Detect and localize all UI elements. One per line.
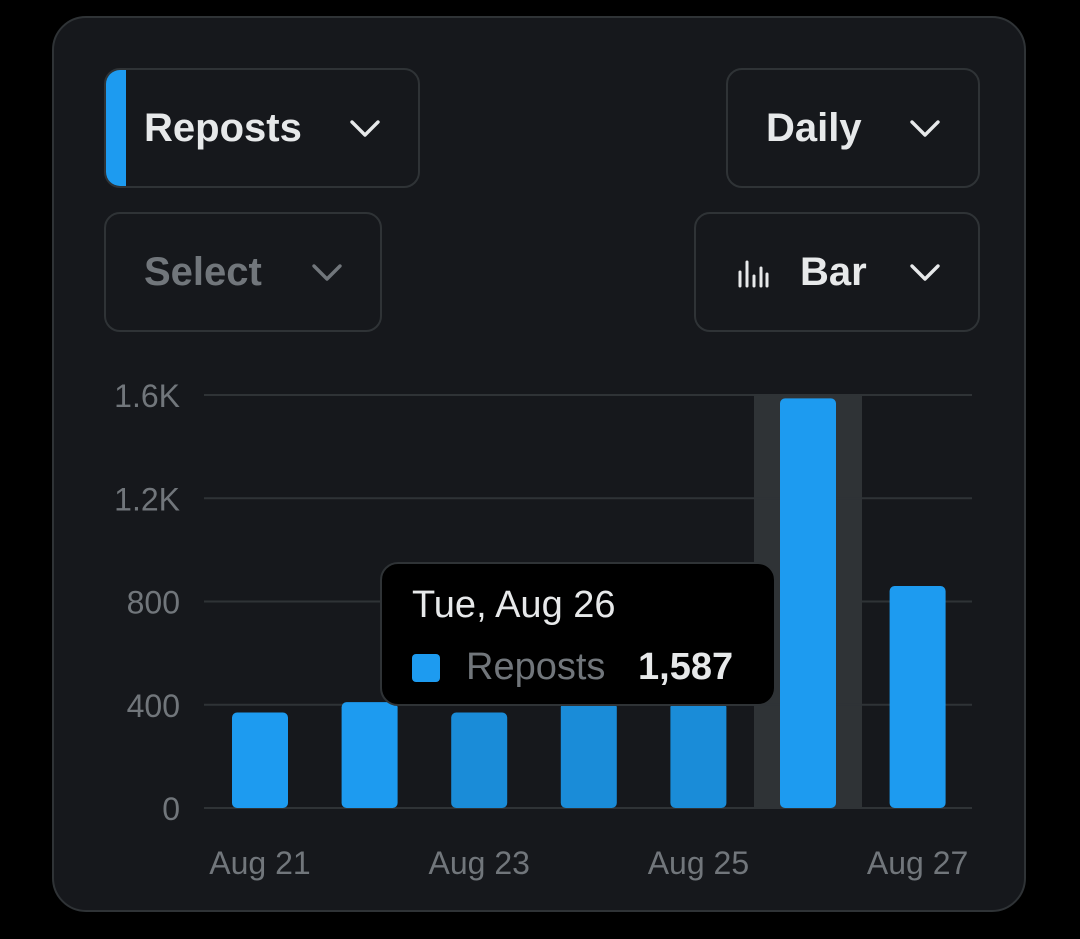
chevron-down-icon — [310, 255, 344, 289]
period-dropdown-label: Daily — [766, 105, 862, 150]
chart-type-dropdown-label: Bar — [800, 249, 867, 294]
y-tick-label: 800 — [127, 585, 180, 621]
chevron-down-icon — [348, 111, 382, 145]
tooltip-series-swatch — [412, 654, 440, 682]
bar — [560, 702, 617, 808]
reposts-chart-card: Reposts Daily Select — [52, 16, 1026, 912]
compare-dropdown-placeholder: Select — [144, 249, 262, 294]
bar — [451, 712, 508, 808]
chart-tooltip: Tue, Aug 26 Reposts 1,587 — [380, 562, 776, 706]
y-tick-label: 400 — [127, 688, 180, 724]
tooltip-date: Tue, Aug 26 — [412, 584, 616, 626]
bar — [232, 712, 288, 808]
compare-dropdown[interactable]: Select — [104, 212, 382, 332]
metric-color-indicator — [106, 70, 126, 186]
bar-chart: 0 400 800 1.2K 1.6K Aug 21 Aug 23 Aug 25 Aug 27 — [114, 378, 972, 881]
x-tick-label: Aug 27 — [867, 845, 968, 881]
tooltip-value: 1,587 — [638, 646, 734, 688]
x-tick-label: Aug 23 — [428, 845, 529, 881]
bar-chart-icon — [736, 255, 770, 289]
metric-dropdown-label: Reposts — [144, 105, 302, 150]
bar — [780, 398, 836, 808]
period-dropdown[interactable]: Daily — [726, 68, 980, 188]
tooltip-series-name: Reposts — [466, 646, 606, 688]
metric-dropdown[interactable]: Reposts — [104, 68, 420, 188]
bar — [341, 702, 398, 808]
chevron-down-icon — [908, 111, 942, 145]
y-tick-label: 1.6K — [114, 378, 180, 414]
x-tick-label: Aug 21 — [209, 845, 310, 881]
chevron-down-icon — [908, 255, 942, 289]
y-tick-label: 0 — [162, 791, 180, 827]
x-tick-label: Aug 25 — [648, 845, 749, 881]
chart-type-dropdown[interactable]: Bar — [694, 212, 980, 332]
bar — [670, 702, 727, 808]
y-tick-label: 1.2K — [114, 481, 180, 517]
bar — [889, 586, 946, 808]
